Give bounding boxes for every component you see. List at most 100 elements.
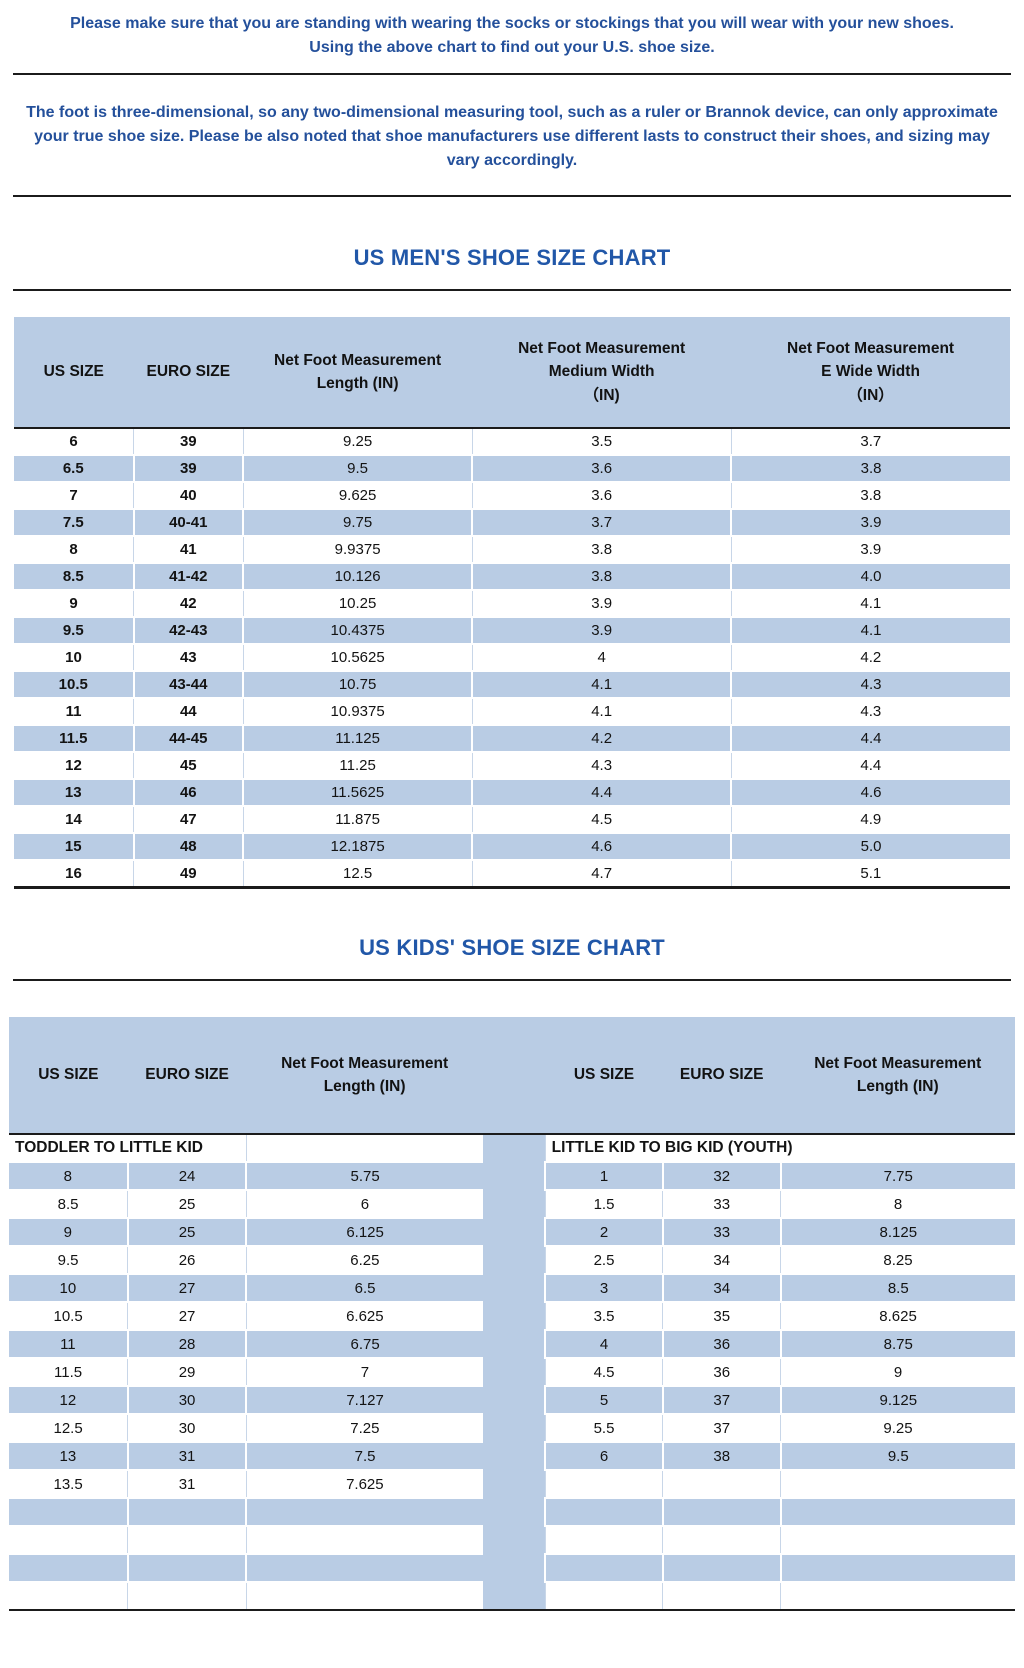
table-row: 9.5 26 6.25 2.5 34 8.25 [9, 1245, 1015, 1274]
table-cell [245, 1525, 483, 1554]
table-cell: 9.5 [242, 454, 473, 482]
gap-column [482, 1386, 546, 1414]
table-cell: 3.8 [730, 481, 1010, 509]
table-cell: 38 [661, 1441, 781, 1470]
table-cell: 9 [780, 1357, 1015, 1386]
table-cell: 12.1875 [242, 832, 473, 860]
empty-row [9, 1497, 1015, 1526]
table-cell: 3.6 [471, 454, 732, 482]
gap-column [482, 1442, 546, 1470]
table-cell: 39 [133, 427, 244, 455]
table-row: 8 24 5.75 1 32 7.75 [9, 1161, 1015, 1190]
table-cell: 6.625 [245, 1301, 483, 1330]
table-cell: 6 [245, 1189, 483, 1218]
table-cell [780, 1525, 1015, 1554]
intro-paragraph-fitting: Please make sure that you are standing w… [18, 12, 1006, 60]
column-header: Net Foot Measurement E Wide Width （IN） [731, 317, 1010, 429]
table-cell: 44 [133, 697, 244, 725]
mens-table-container: US SIZE EURO SIZE Net Foot Measurement Leng… [14, 317, 1010, 889]
mens-table-head: US SIZE EURO SIZE Net Foot Measurement Leng… [14, 317, 1010, 429]
table-cell: 4.4 [730, 751, 1010, 779]
kids-header-row: US SIZE EURO SIZE Net Foot Measurement Leng… [9, 1017, 1015, 1135]
gap-column [482, 1302, 546, 1330]
table-row: 12.5 30 7.25 5.5 37 9.25 [9, 1413, 1015, 1442]
table-cell: 43 [133, 643, 244, 671]
table-cell: 8.5 [9, 1189, 128, 1218]
gap-column [482, 1246, 546, 1274]
table-cell [779, 1497, 1015, 1526]
table-row: 11 28 6.75 4 36 8.75 [9, 1329, 1015, 1358]
table-cell: 4.1 [730, 616, 1010, 644]
table-cell: 36 [661, 1329, 781, 1358]
table-cell: 36 [662, 1357, 781, 1386]
table-cell: 7 [14, 481, 134, 509]
table-cell: 7.25 [245, 1413, 483, 1442]
table-cell [661, 1553, 781, 1582]
kids-chart-title: US KIDS' SHOE SIZE CHART [359, 935, 665, 960]
table-cell: 10.126 [242, 562, 473, 590]
table-cell: 7 [245, 1357, 483, 1386]
table-cell [544, 1469, 663, 1498]
table-cell: 9.25 [780, 1413, 1015, 1442]
table-row: 16 49 12.5 4.7 5.1 [14, 859, 1010, 886]
table-cell: 1 [544, 1161, 663, 1190]
table-cell: 9.125 [779, 1385, 1015, 1414]
table-cell: 8.25 [780, 1245, 1015, 1274]
table-cell: 10.5 [9, 1301, 128, 1330]
gap-column [482, 1218, 546, 1246]
table-cell: 28 [126, 1329, 247, 1358]
kids-size-table: US SIZE EURO SIZE Net Foot Measurement Leng… [9, 1017, 1015, 1609]
table-cell: 7.5 [245, 1441, 483, 1470]
table-cell: 44-45 [132, 724, 244, 752]
table-cell: 6.75 [245, 1329, 483, 1358]
table-cell: 10.75 [242, 670, 473, 698]
table-cell: 27 [126, 1273, 247, 1302]
table-cell: 4.2 [471, 724, 732, 752]
table-cell: 8 [14, 535, 134, 563]
table-cell: 15 [14, 832, 134, 860]
table-cell: 8.5 [14, 562, 134, 590]
gap-column [482, 1017, 546, 1135]
table-cell: 49 [133, 859, 244, 886]
table-cell: 4.6 [730, 778, 1010, 806]
table-cell: 9.5 [9, 1245, 128, 1274]
table-cell: 7.127 [245, 1385, 483, 1414]
table-cell: 35 [662, 1301, 781, 1330]
table-cell: 31 [127, 1469, 247, 1498]
column-header: US SIZE [9, 1017, 128, 1135]
table-cell: 9.5 [14, 616, 134, 644]
table-row: 11 44 10.9375 4.1 4.3 [14, 697, 1010, 725]
table-cell [9, 1497, 128, 1526]
table-cell: 4 [544, 1329, 663, 1358]
table-cell: 25 [126, 1217, 247, 1246]
column-header: US SIZE [14, 317, 134, 429]
table-cell: 10.25 [242, 589, 473, 617]
table-cell: 30 [127, 1413, 247, 1442]
mens-chart-title: US MEN'S SHOE SIZE CHART [353, 245, 671, 270]
kids-table-head: US SIZE EURO SIZE Net Foot Measurement Leng… [9, 1017, 1015, 1135]
column-header: EURO SIZE [127, 1017, 247, 1135]
table-cell: 6.25 [245, 1245, 483, 1274]
table-cell: 41 [133, 535, 244, 563]
column-header: Net Foot Measurement Medium Width （IN) [472, 317, 732, 429]
table-cell [780, 1469, 1015, 1498]
table-cell: 4.4 [730, 724, 1010, 752]
table-cell: 13 [9, 1441, 128, 1470]
table-cell: 3.8 [471, 535, 732, 563]
table-cell: 37 [661, 1385, 781, 1414]
table-cell: 5.5 [544, 1413, 663, 1442]
table-row: 9 25 6.125 2 33 8.125 [9, 1217, 1015, 1246]
table-row: 10 43 10.5625 4 4.2 [14, 643, 1010, 671]
table-cell: 4.5 [471, 805, 732, 833]
table-cell [245, 1553, 483, 1582]
table-cell: 13.5 [9, 1469, 128, 1498]
column-header: Net Foot Measurement Length (IN) [246, 1017, 483, 1135]
table-cell: 40 [133, 481, 244, 509]
table-cell: 27 [127, 1301, 247, 1330]
kids-table-container: US SIZE EURO SIZE Net Foot Measurement Leng… [9, 1017, 1015, 1611]
table-cell [544, 1581, 663, 1609]
table-cell: 4.1 [730, 589, 1010, 617]
intro-line-2: Using the above chart to find out your U… [309, 39, 715, 56]
table-cell: 34 [661, 1273, 781, 1302]
table-cell: 4.1 [471, 697, 732, 725]
